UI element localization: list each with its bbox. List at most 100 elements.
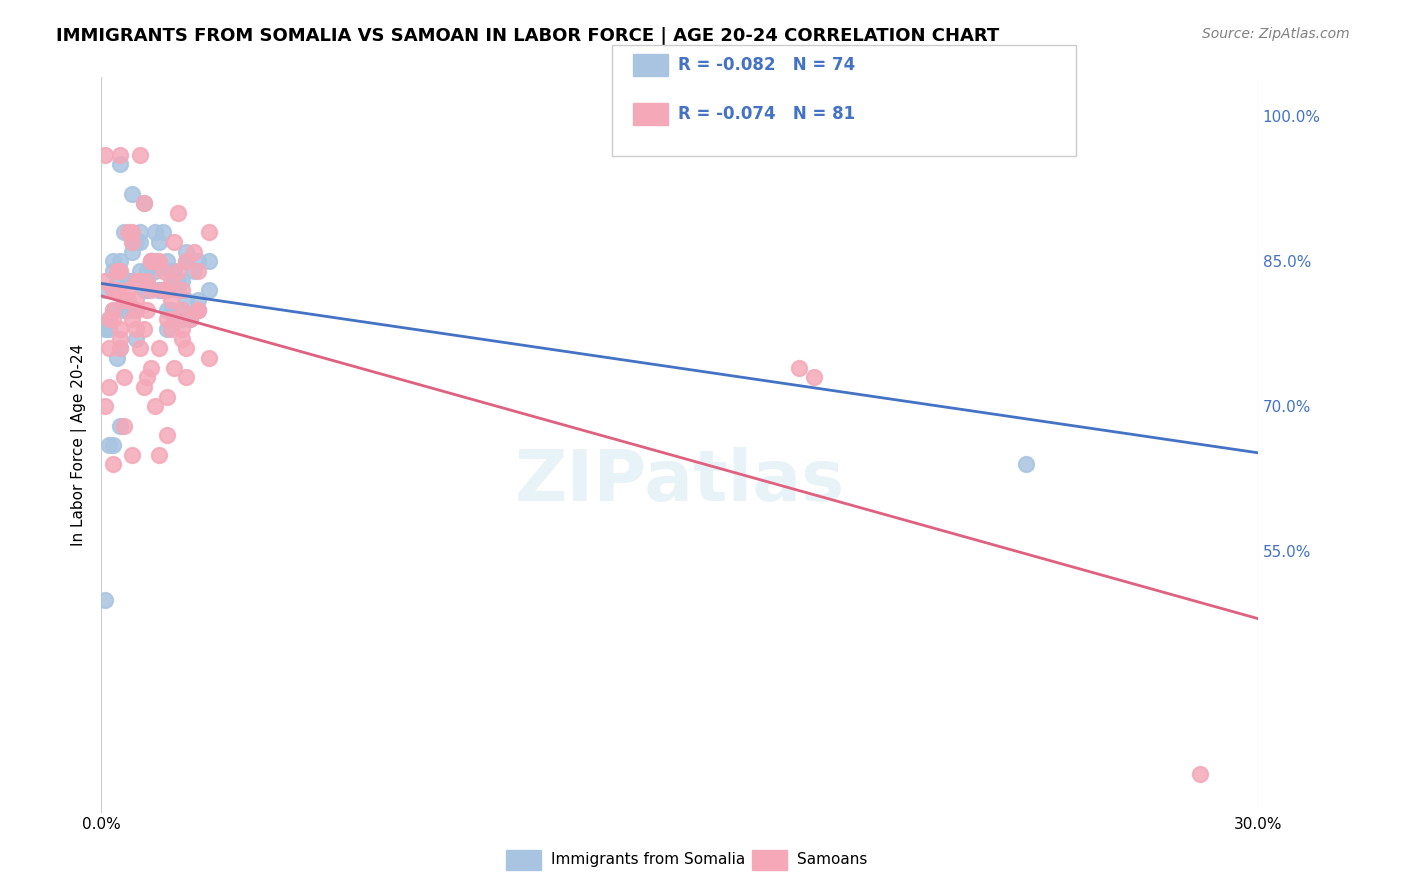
Point <box>172 332 194 346</box>
Point <box>112 293 135 307</box>
Point <box>94 399 117 413</box>
Text: Source: ZipAtlas.com: Source: ZipAtlas.com <box>1202 27 1350 41</box>
Point <box>110 418 132 433</box>
Text: Immigrants from Somalia: Immigrants from Somalia <box>551 853 745 867</box>
Point <box>105 283 128 297</box>
Point <box>112 302 135 317</box>
Point <box>125 274 148 288</box>
Point <box>172 322 194 336</box>
Point <box>125 332 148 346</box>
Point <box>163 274 186 288</box>
Point <box>97 312 120 326</box>
Point <box>163 360 186 375</box>
Point <box>163 312 186 326</box>
Point <box>97 341 120 355</box>
Point <box>141 360 163 375</box>
Point <box>105 274 128 288</box>
Text: ZIPatlas: ZIPatlas <box>515 447 845 516</box>
Point <box>148 341 170 355</box>
Text: R = -0.082   N = 74: R = -0.082 N = 74 <box>678 56 855 74</box>
Point <box>125 235 148 249</box>
Point <box>172 312 194 326</box>
Point <box>156 254 179 268</box>
Point <box>110 157 132 171</box>
Point <box>101 302 124 317</box>
Text: Samoans: Samoans <box>797 853 868 867</box>
Point <box>101 254 124 268</box>
Point <box>148 235 170 249</box>
Point <box>156 322 179 336</box>
Point <box>198 225 221 239</box>
Point <box>152 225 174 239</box>
Point <box>136 370 159 384</box>
Point <box>172 283 194 297</box>
Point <box>121 235 143 249</box>
Point <box>159 322 181 336</box>
Point <box>121 235 143 249</box>
Point <box>1188 767 1211 781</box>
Point <box>186 302 208 317</box>
Point <box>101 312 124 326</box>
Point <box>121 225 143 239</box>
Point <box>94 592 117 607</box>
Point <box>148 283 170 297</box>
Point <box>125 302 148 317</box>
Point <box>110 148 132 162</box>
Point <box>121 274 143 288</box>
Point <box>787 360 810 375</box>
Point <box>132 196 155 211</box>
Point <box>94 322 117 336</box>
Point <box>105 264 128 278</box>
Point <box>121 312 143 326</box>
Point <box>198 283 221 297</box>
Point <box>101 283 124 297</box>
Point <box>163 274 186 288</box>
Point <box>112 370 135 384</box>
Point <box>141 254 163 268</box>
Point <box>128 341 150 355</box>
Point <box>121 448 143 462</box>
Point <box>105 351 128 365</box>
Point <box>125 322 148 336</box>
Point <box>159 302 181 317</box>
Point <box>136 274 159 288</box>
Point <box>136 283 159 297</box>
Point <box>141 254 163 268</box>
Point <box>110 254 132 268</box>
Point <box>148 448 170 462</box>
Point <box>143 225 166 239</box>
Point <box>143 264 166 278</box>
Point <box>179 312 201 326</box>
Text: IMMIGRANTS FROM SOMALIA VS SAMOAN IN LABOR FORCE | AGE 20-24 CORRELATION CHART: IMMIGRANTS FROM SOMALIA VS SAMOAN IN LAB… <box>56 27 1000 45</box>
Point <box>110 332 132 346</box>
Point <box>174 244 197 259</box>
Point <box>172 274 194 288</box>
Point <box>117 225 139 239</box>
Point <box>172 302 194 317</box>
Text: R = -0.074   N = 81: R = -0.074 N = 81 <box>678 105 855 123</box>
Point <box>152 264 174 278</box>
Point <box>117 283 139 297</box>
Point <box>125 293 148 307</box>
Point <box>172 302 194 317</box>
Point <box>101 302 124 317</box>
Point <box>136 274 159 288</box>
Point <box>156 428 179 442</box>
Point <box>179 312 201 326</box>
Point <box>121 244 143 259</box>
Point <box>198 254 221 268</box>
Point <box>101 438 124 452</box>
Point <box>121 186 143 201</box>
Point <box>117 274 139 288</box>
Point <box>159 264 181 278</box>
Point <box>110 264 132 278</box>
Point <box>186 254 208 268</box>
Point <box>186 264 208 278</box>
Point <box>141 283 163 297</box>
Point <box>132 380 155 394</box>
Point <box>148 254 170 268</box>
Point <box>141 254 163 268</box>
Point <box>136 264 159 278</box>
Point <box>101 458 124 472</box>
Point <box>141 254 163 268</box>
